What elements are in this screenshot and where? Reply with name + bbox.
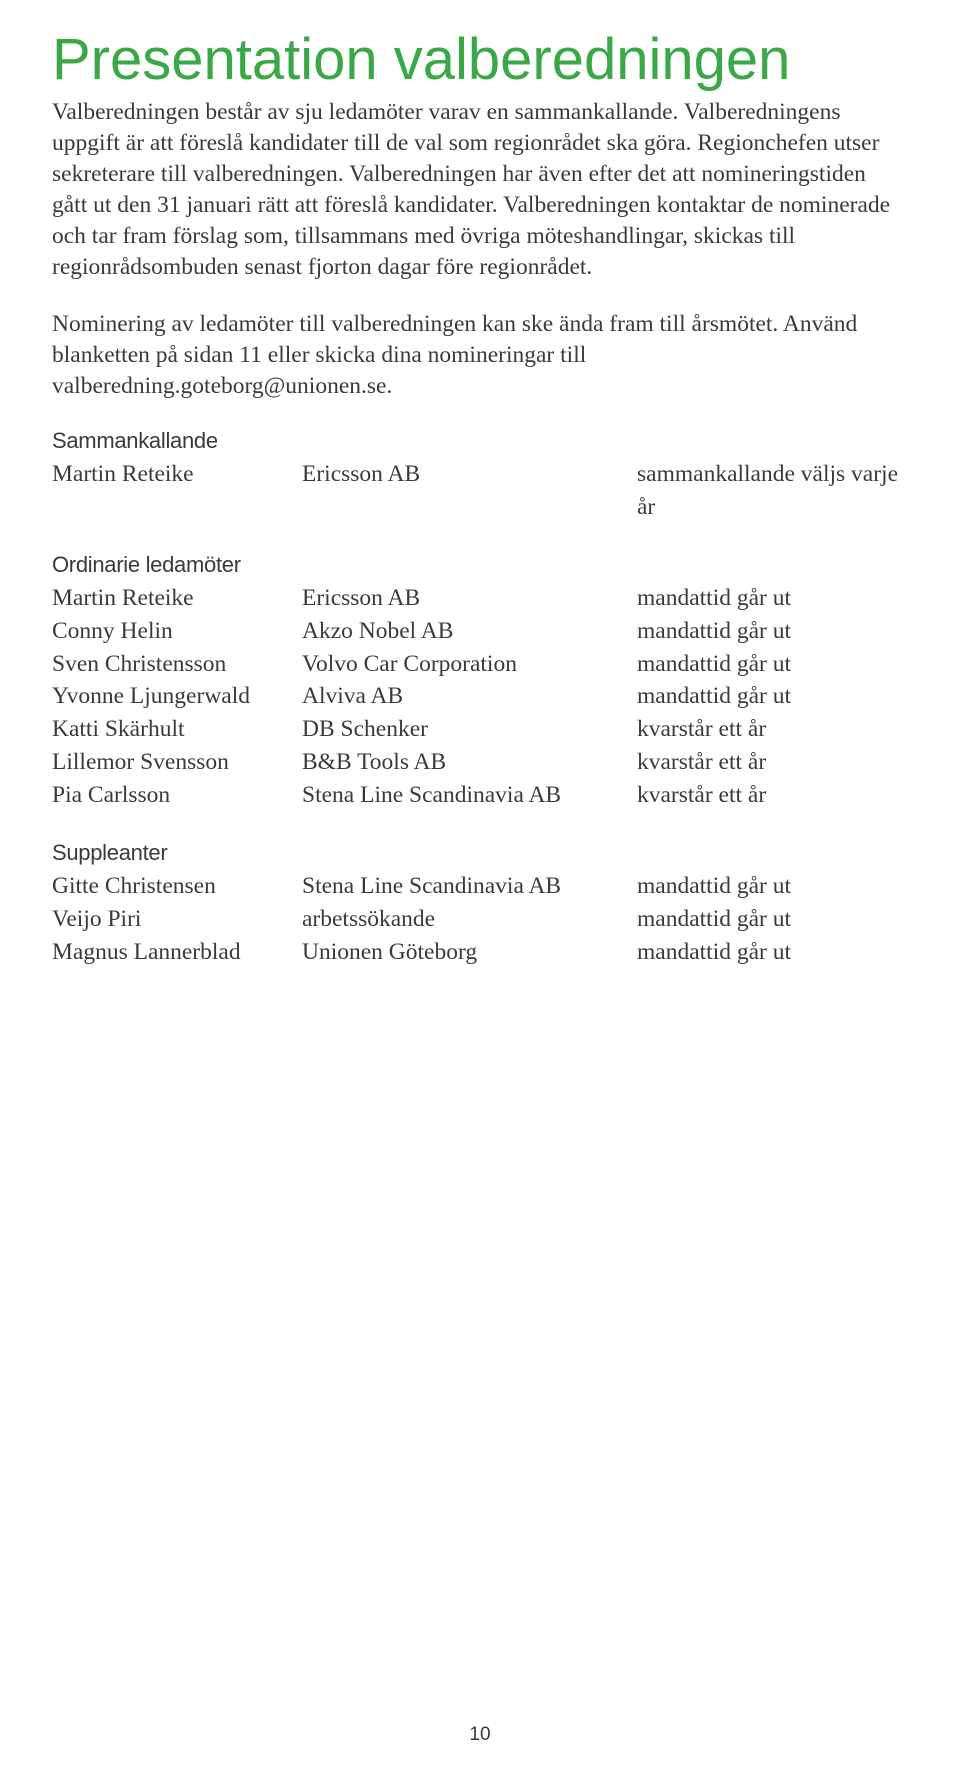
member-company: Akzo Nobel AB (302, 615, 637, 648)
table-ordinarie: Martin Reteike Ericsson AB mandattid går… (52, 582, 898, 812)
member-term: mandattid går ut (637, 680, 898, 713)
table-row: Conny Helin Akzo Nobel AB mandattid går … (52, 615, 898, 648)
member-term: kvarstår ett år (637, 779, 898, 812)
member-term: sammankallande väljs varje år (637, 458, 898, 524)
member-term: mandattid går ut (637, 648, 898, 681)
table-row: Lillemor Svensson B&B Tools AB kvarstår … (52, 746, 898, 779)
table-sammankallande: Martin Reteike Ericsson AB sammankalland… (52, 458, 898, 524)
member-name: Magnus Lannerblad (52, 936, 302, 969)
member-company: Unionen Göteborg (302, 936, 637, 969)
intro-paragraph-1: Valberedningen består av sju ledamöter v… (52, 97, 898, 283)
member-company: Volvo Car Corporation (302, 648, 637, 681)
table-row: Veijo Piri arbetssökande mandattid går u… (52, 903, 898, 936)
member-name: Conny Helin (52, 615, 302, 648)
member-name: Martin Reteike (52, 458, 302, 524)
section-heading-ordinarie: Ordinarie ledamöter (52, 552, 898, 578)
member-name: Veijo Piri (52, 903, 302, 936)
member-name: Sven Christensson (52, 648, 302, 681)
member-name: Gitte Christensen (52, 870, 302, 903)
member-company: Alviva AB (302, 680, 637, 713)
member-company: Ericsson AB (302, 582, 637, 615)
member-term: kvarstår ett år (637, 746, 898, 779)
member-term: mandattid går ut (637, 582, 898, 615)
member-name: Lillemor Svensson (52, 746, 302, 779)
page-number: 10 (0, 1724, 960, 1746)
member-company: B&B Tools AB (302, 746, 637, 779)
table-row: Martin Reteike Ericsson AB mandattid går… (52, 582, 898, 615)
member-term: mandattid går ut (637, 903, 898, 936)
table-row: Martin Reteike Ericsson AB sammankalland… (52, 458, 898, 524)
member-term: mandattid går ut (637, 615, 898, 648)
table-row: Pia Carlsson Stena Line Scandinavia AB k… (52, 779, 898, 812)
member-company: Ericsson AB (302, 458, 637, 524)
section-heading-sammankallande: Sammankallande (52, 428, 898, 454)
table-row: Katti Skärhult DB Schenker kvarstår ett … (52, 713, 898, 746)
member-term: mandattid går ut (637, 870, 898, 903)
page-title: Presentation valberedningen (52, 30, 898, 91)
member-name: Martin Reteike (52, 582, 302, 615)
member-company: Stena Line Scandinavia AB (302, 870, 637, 903)
member-term: mandattid går ut (637, 936, 898, 969)
table-suppleanter: Gitte Christensen Stena Line Scandinavia… (52, 870, 898, 969)
table-row: Yvonne Ljungerwald Alviva AB mandattid g… (52, 680, 898, 713)
member-term: kvarstår ett år (637, 713, 898, 746)
member-name: Katti Skärhult (52, 713, 302, 746)
section-heading-suppleanter: Suppleanter (52, 840, 898, 866)
table-row: Magnus Lannerblad Unionen Göteborg manda… (52, 936, 898, 969)
member-company: DB Schenker (302, 713, 637, 746)
table-row: Sven Christensson Volvo Car Corporation … (52, 648, 898, 681)
member-company: arbetssökande (302, 903, 637, 936)
member-company: Stena Line Scandinavia AB (302, 779, 637, 812)
member-name: Pia Carlsson (52, 779, 302, 812)
member-name: Yvonne Ljungerwald (52, 680, 302, 713)
table-row: Gitte Christensen Stena Line Scandinavia… (52, 870, 898, 903)
intro-paragraph-3: Nominering av ledamöter till valberednin… (52, 309, 898, 402)
